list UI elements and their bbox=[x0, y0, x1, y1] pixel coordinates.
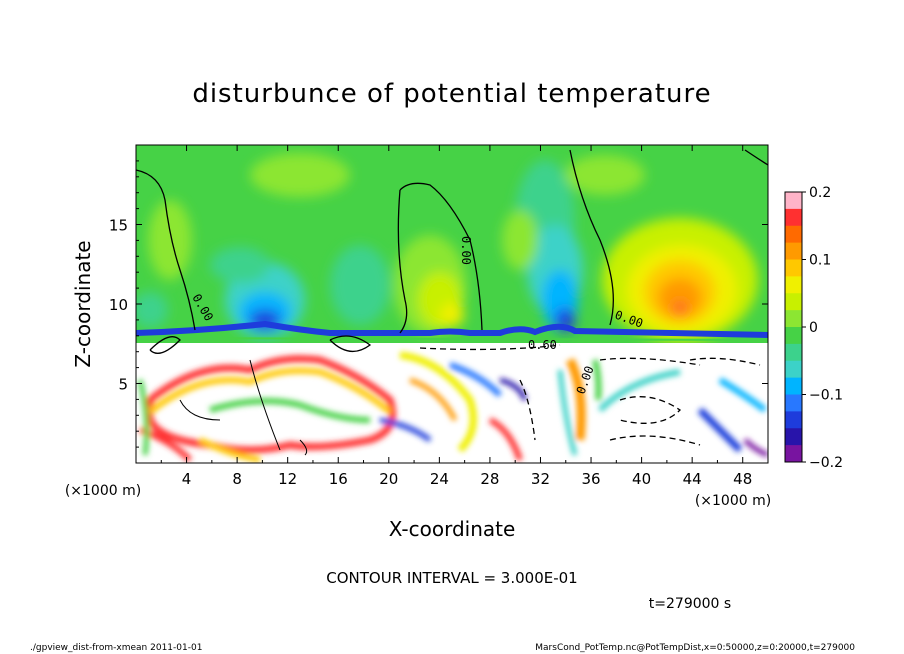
colorbar-swatch bbox=[785, 360, 802, 379]
x-tick-label: 28 bbox=[480, 470, 499, 488]
colorbar-swatch bbox=[785, 310, 802, 328]
colorbar-swatch bbox=[785, 225, 802, 244]
potential-temperature-field: 0.00 0.60 0.00 0.00 0.00 bbox=[136, 145, 768, 463]
colorbar-ticks: 0.2 0.1 0 −0.1 −0.2 bbox=[802, 185, 843, 471]
colorbar-swatch bbox=[785, 343, 802, 362]
x-tick-label: 24 bbox=[430, 470, 449, 488]
contour-lines bbox=[136, 149, 768, 456]
y-axis-label: Z-coordinate bbox=[71, 240, 95, 367]
contour-label: 0.00 bbox=[459, 236, 473, 265]
x-tick-label: 16 bbox=[329, 470, 348, 488]
colorbar-tick-label: 0.2 bbox=[809, 185, 831, 201]
colorbar-swatch bbox=[785, 259, 802, 277]
time-label: t=279000 s bbox=[649, 596, 731, 612]
y-tick-label: 10 bbox=[109, 296, 128, 314]
x-unit-right: (×1000 m) bbox=[695, 493, 771, 509]
colorbar-swatch bbox=[785, 394, 802, 412]
colorbar-tick-label: 0 bbox=[809, 320, 818, 336]
footer-right: MarsCond_PotTemp.nc@PotTempDist,x=0:5000… bbox=[535, 643, 855, 653]
colorbar-swatch bbox=[785, 327, 802, 345]
x-tick-label: 4 bbox=[182, 470, 192, 488]
x-unit-left: (×1000 m) bbox=[65, 483, 141, 499]
x-axis: 4 8 12 16 20 24 28 32 36 40 44 48 bbox=[160, 145, 752, 488]
upper-field-blobs bbox=[136, 153, 758, 342]
colorbar-tick-label: −0.2 bbox=[809, 455, 843, 471]
x-tick-label: 8 bbox=[232, 470, 242, 488]
x-axis-label: X-coordinate bbox=[389, 517, 516, 541]
negative-contours bbox=[419, 344, 761, 446]
colorbar-swatch bbox=[785, 208, 802, 227]
x-tick-label: 20 bbox=[379, 470, 398, 488]
colorbar bbox=[784, 191, 803, 463]
x-tick-label: 32 bbox=[531, 470, 550, 488]
colorbar-swatch bbox=[785, 276, 802, 294]
colorbar-swatch bbox=[785, 293, 802, 311]
colorbar-swatch bbox=[785, 242, 802, 260]
colorbar-tick-label: −0.1 bbox=[809, 388, 843, 404]
x-tick-label: 12 bbox=[278, 470, 297, 488]
footer-left: ./gpview_dist-from-xmean 2011-01-01 bbox=[30, 643, 202, 653]
colorbar-swatch bbox=[785, 445, 802, 463]
x-tick-label: 44 bbox=[683, 470, 702, 488]
colorbar-swatch bbox=[785, 411, 802, 429]
chart-title: disturbunce of potential temperature bbox=[192, 79, 711, 109]
contour-interval: CONTOUR INTERVAL = 3.000E-01 bbox=[326, 569, 577, 587]
y-axis: 5 10 15 bbox=[109, 160, 768, 448]
contour-label: 0.60 bbox=[528, 338, 557, 352]
colorbar-swatch bbox=[785, 428, 802, 446]
x-tick-label: 48 bbox=[733, 470, 752, 488]
x-tick-label: 36 bbox=[581, 470, 600, 488]
y-tick-label: 15 bbox=[109, 217, 128, 235]
colorbar-swatch bbox=[785, 377, 802, 395]
colorbar-swatch bbox=[785, 192, 802, 210]
y-tick-label: 5 bbox=[118, 376, 128, 394]
colorbar-tick-label: 0.1 bbox=[809, 253, 831, 269]
lower-field-patches bbox=[137, 351, 768, 463]
x-tick-label: 40 bbox=[632, 470, 651, 488]
